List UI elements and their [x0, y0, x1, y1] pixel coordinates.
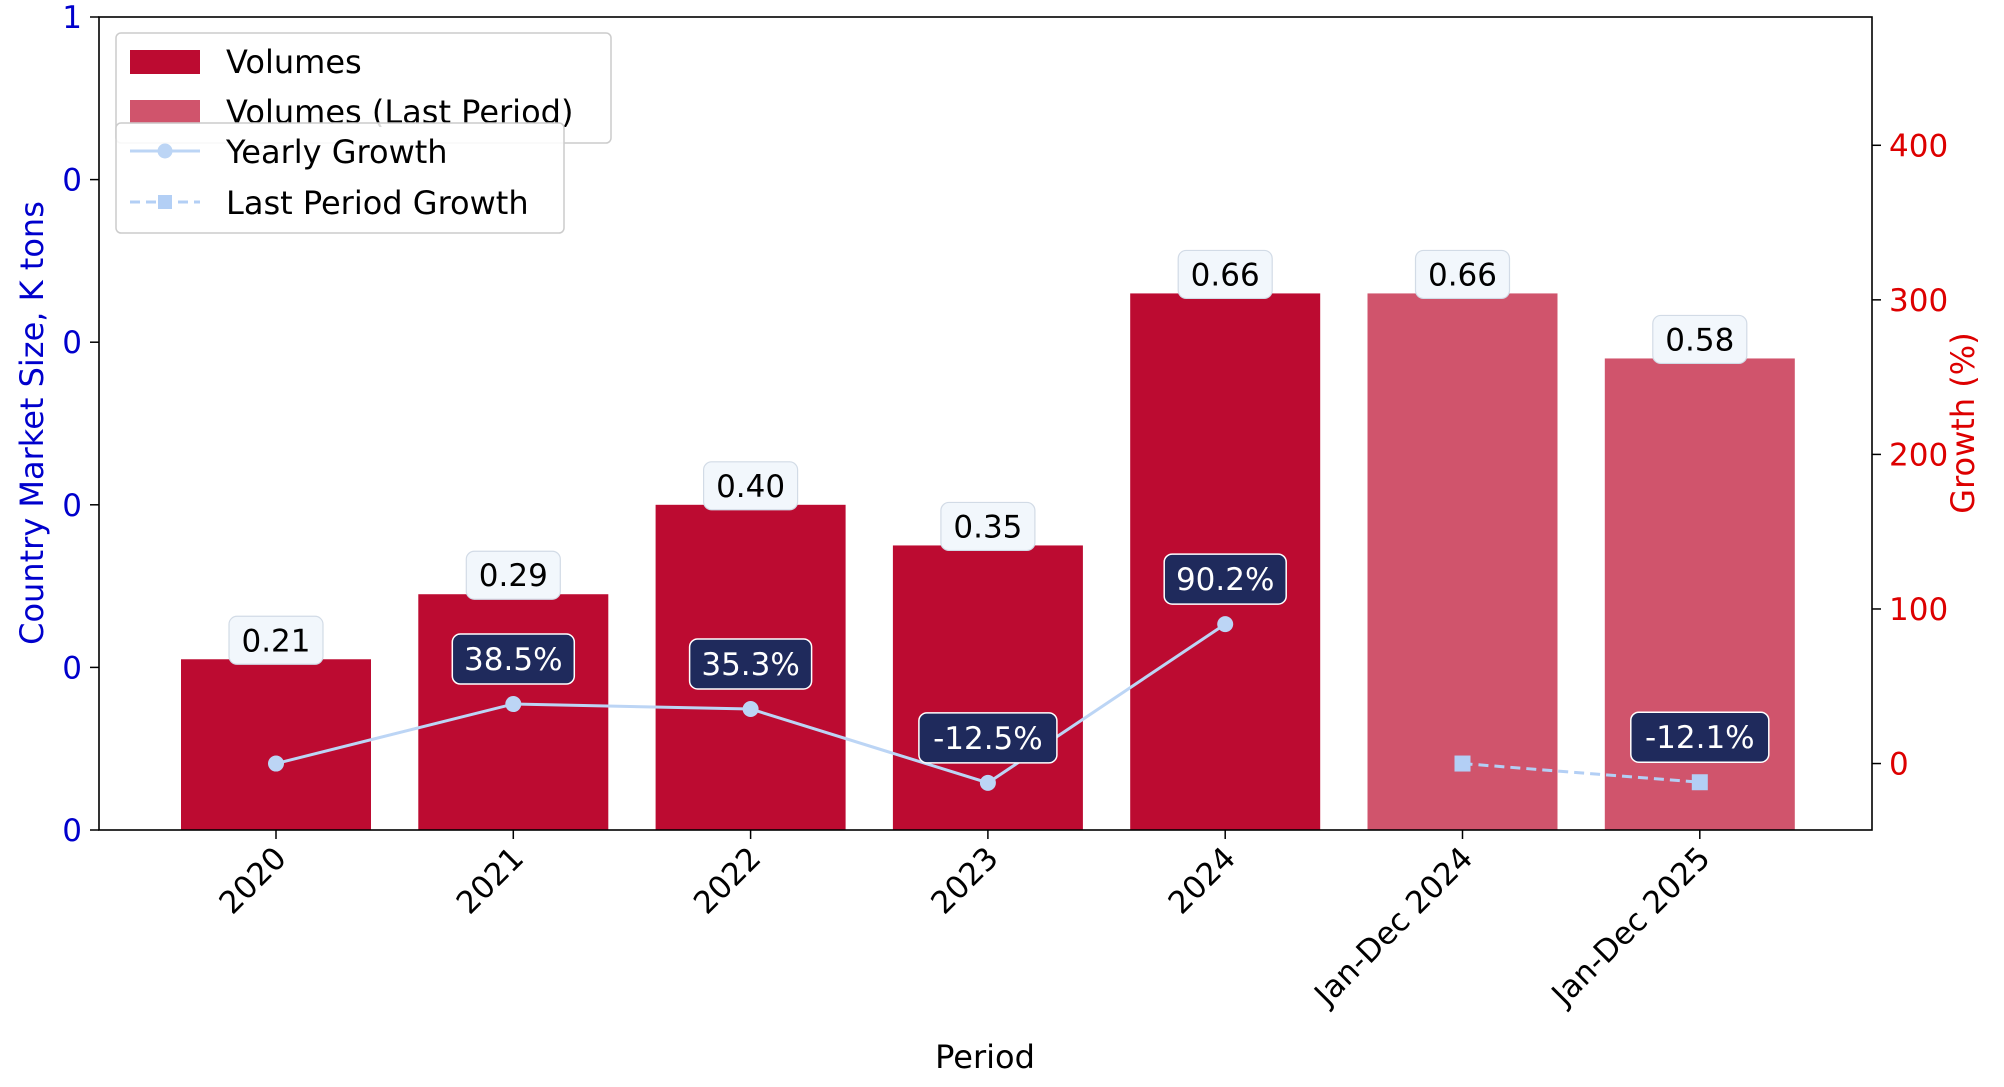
y-left-tick-label-2: 0: [62, 488, 82, 524]
bar-label-volumes-2021: 0.29: [479, 558, 548, 594]
bar-label-box-volumes-2024: [1177, 249, 1273, 300]
growth-label-box-last-period-growth-jan-dec-2025: [1630, 711, 1770, 763]
x-tick-label-2021: 2021: [450, 840, 531, 921]
growth-label-box-yearly-growth-2024: [1163, 553, 1287, 605]
growth-lines-layer: [268, 616, 1708, 791]
legend-swatch-volumes-last-period: [130, 100, 200, 124]
growth-label-yearly-growth-2021: 38.5%: [464, 642, 562, 678]
growth-label-box-yearly-growth-2023: [918, 712, 1058, 764]
legend-swatch-volumes: [130, 50, 200, 74]
y-right-tick-label-3: 300: [1889, 283, 1948, 319]
x-tick-label-jan-dec-2025: Jan-Dec 2025: [1544, 840, 1718, 1014]
y-left-tick-label-1: 0: [62, 650, 82, 686]
x-axis: 2020 2021 2022 2023 2024 Jan-Dec 2024 Jan-Dec …: [212, 830, 1717, 1014]
marker-yearly-growth-2023: [979, 774, 996, 791]
bar-label-box-volumes-last-period-jan-dec-2025: [1652, 314, 1748, 365]
y-left-tick-label-4: 0: [62, 163, 82, 199]
x-tick-label-2020: 2020: [212, 840, 293, 921]
growth-label-last-period-growth-jan-dec-2025: -12.1%: [1645, 720, 1755, 756]
legend-label-yearly-growth: Yearly Growth: [225, 133, 448, 171]
growth-label-yearly-growth-2024: 90.2%: [1176, 562, 1274, 598]
legend-marker-last-period-growth: [158, 195, 172, 209]
marker-yearly-growth-2020: [268, 755, 284, 772]
marker-yearly-growth-2022: [742, 700, 759, 717]
legend-marker-yearly-growth: [157, 143, 173, 159]
bar-label-box-volumes-2020: [228, 615, 324, 665]
marker-last-period-growth-jan-dec-2025: [1691, 774, 1708, 791]
y-axis-right: 0 100 200 300 400: [1872, 128, 1948, 783]
bar-label-box-volumes-2023: [940, 501, 1036, 552]
bar-label-volumes-2020: 0.21: [241, 623, 310, 659]
marker-last-period-growth-jan-dec-2024: [1454, 755, 1471, 772]
marker-yearly-growth-2021: [505, 696, 522, 713]
y-axis-right-title: Growth (%): [1944, 332, 1982, 513]
bar-volumes-2020: [181, 659, 371, 830]
bar-label-volumes-2023: 0.35: [953, 509, 1022, 545]
x-axis-title: Period: [935, 1038, 1035, 1076]
bar-label-volumes-last-period-jan-dec-2024: 0.66: [1428, 257, 1497, 293]
y-right-tick-label-1: 100: [1889, 592, 1948, 628]
growth-label-box-yearly-growth-2022: [688, 638, 813, 690]
bar-volumes-2021: [418, 594, 609, 830]
y-axis-left: 0 0 0 0 0 1: [62, 0, 99, 849]
y-right-tick-label-0: 0: [1889, 747, 1909, 783]
x-tick-label-jan-dec-2024: Jan-Dec 2024: [1306, 840, 1480, 1014]
legend-growth-frame: [115, 122, 565, 234]
bar-label-volumes-last-period-jan-dec-2025: 0.58: [1665, 322, 1734, 358]
bar-label-box-volumes-last-period-jan-dec-2024: [1414, 249, 1511, 300]
bar-label-volumes-2024: 0.66: [1191, 257, 1260, 293]
y-right-tick-label-2: 200: [1889, 437, 1948, 473]
growth-label-yearly-growth-2022: 35.3%: [701, 647, 799, 683]
data-labels-layer: 0.21 0.29 0.40 0.35 0.66 0.66 0.58 38.5% 35.3% -1…: [228, 249, 1770, 764]
growth-label-yearly-growth-2023: -12.5%: [933, 721, 1043, 757]
y-left-tick-label-0: 0: [62, 813, 82, 849]
marker-yearly-growth-2024: [1217, 616, 1234, 633]
x-tick-label-2024: 2024: [1162, 840, 1243, 921]
bar-label-volumes-2022: 0.40: [716, 469, 785, 505]
y-left-tick-label-5: 1: [62, 0, 82, 36]
growth-label-box-yearly-growth-2021: [451, 633, 576, 685]
y-left-tick-label-3: 0: [62, 325, 82, 361]
x-tick-label-2022: 2022: [687, 840, 768, 921]
y-right-tick-label-4: 400: [1889, 128, 1948, 164]
bar-volumes-last-period-jan-dec-2024: [1367, 293, 1558, 830]
legend-growth: Yearly Growth Last Period Growth: [115, 122, 565, 234]
x-tick-label-2023: 2023: [924, 840, 1005, 921]
plot-frame: [98, 16, 1873, 831]
bar-label-box-volumes-2022: [702, 461, 799, 511]
bar-label-box-volumes-2021: [465, 550, 561, 600]
legend-label-volumes: Volumes: [226, 43, 362, 81]
y-axis-left-title: Country Market Size, K tons: [13, 201, 51, 645]
legend-label-last-period-growth: Last Period Growth: [226, 184, 529, 222]
line-last-period-growth: [1462, 762, 1700, 784]
